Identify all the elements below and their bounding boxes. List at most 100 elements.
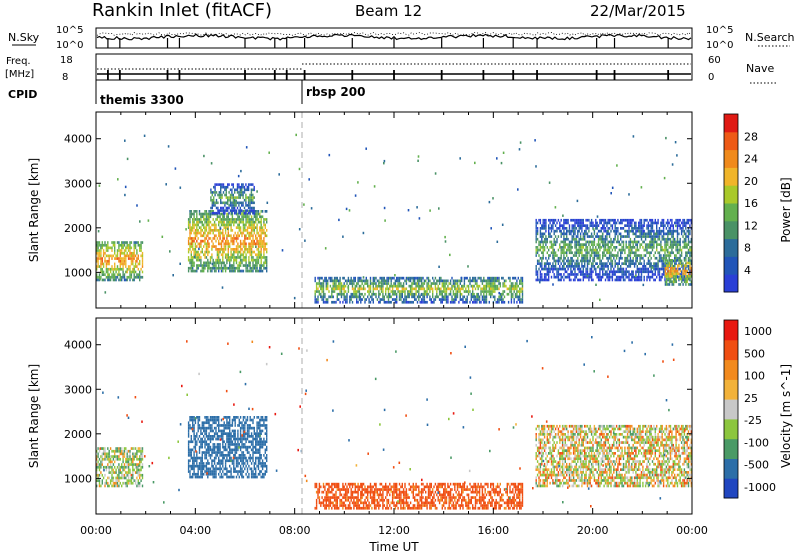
data-cell <box>224 193 226 197</box>
data-cell <box>201 220 203 224</box>
data-cell <box>243 211 246 215</box>
data-cell <box>614 248 616 252</box>
data-cell <box>192 229 194 232</box>
data-cell <box>608 270 611 274</box>
data-cell <box>376 287 379 291</box>
data-cell <box>194 269 197 273</box>
data-cell <box>114 484 116 488</box>
data-cell <box>683 259 686 262</box>
data-cell <box>674 237 676 241</box>
data-cell <box>390 295 392 299</box>
data-cell <box>238 226 240 229</box>
data-cell <box>127 243 130 247</box>
data-cell <box>572 278 575 282</box>
data-cell <box>125 457 127 461</box>
data-cell <box>329 276 332 280</box>
data-cell <box>222 253 224 257</box>
data-cell <box>197 258 199 262</box>
data-cell <box>107 447 109 450</box>
data-cell <box>606 224 608 227</box>
data-cell <box>678 243 680 246</box>
data-cell <box>667 232 669 236</box>
data-cell <box>686 265 688 268</box>
data-cell <box>662 262 665 265</box>
data-cell <box>215 269 217 273</box>
data-cell <box>640 278 643 282</box>
data-cell <box>263 261 265 265</box>
data-cell <box>331 276 333 280</box>
data-cell <box>372 292 374 296</box>
data-cell <box>218 211 220 215</box>
data-cell <box>570 265 572 268</box>
data-cell <box>118 241 120 244</box>
data-cell <box>662 232 665 236</box>
data-cell <box>221 185 223 189</box>
data-cell <box>465 287 467 291</box>
data-cell <box>666 264 668 267</box>
data-cell <box>670 280 672 284</box>
data-cell <box>136 265 138 268</box>
data-cell <box>314 290 316 293</box>
data-cell <box>548 275 550 279</box>
data-cell <box>342 284 344 288</box>
data-cell <box>600 237 602 241</box>
data-cell <box>253 185 255 189</box>
data-cell <box>250 215 253 219</box>
data-cell <box>452 279 455 283</box>
data-cell <box>585 270 587 274</box>
data-cell <box>653 232 655 236</box>
data-cell <box>581 259 583 263</box>
data-cell <box>678 232 680 236</box>
data-cell <box>542 232 544 236</box>
data-cell <box>208 226 210 229</box>
data-cell <box>586 273 589 276</box>
data-cell <box>602 227 604 230</box>
data-cell <box>621 275 623 279</box>
data-cell <box>220 239 223 243</box>
data-cell <box>601 232 604 236</box>
data-cell <box>231 211 233 215</box>
data-cell <box>599 273 601 276</box>
data-cell <box>241 201 243 205</box>
data-cell <box>104 241 106 244</box>
data-cell <box>190 253 192 257</box>
data-cell <box>436 290 438 293</box>
data-cell <box>595 227 597 230</box>
data-cell <box>229 256 231 259</box>
data-cell <box>119 251 121 255</box>
data-cell <box>687 237 690 241</box>
data-cell <box>647 256 650 260</box>
data-cell <box>498 276 500 280</box>
data-cell <box>501 300 503 304</box>
data-cell <box>668 232 670 236</box>
data-cell <box>174 167 177 170</box>
data-cell <box>671 248 673 252</box>
data-cell <box>266 269 268 273</box>
data-cell <box>608 240 611 244</box>
data-cell <box>257 250 260 254</box>
data-cell <box>402 290 405 293</box>
data-cell <box>104 259 106 263</box>
data-cell <box>126 455 128 458</box>
data-cell <box>490 276 492 280</box>
data-cell <box>548 262 550 265</box>
data-cell <box>116 275 119 279</box>
data-cell <box>492 287 495 291</box>
data-cell <box>635 262 637 265</box>
data-cell <box>194 253 197 257</box>
data-cell <box>350 295 352 299</box>
data-cell <box>256 226 258 229</box>
data-cell <box>101 460 103 464</box>
data-cell <box>187 462 190 465</box>
data-cell <box>104 243 106 247</box>
data-cell <box>674 259 676 262</box>
data-cell <box>235 220 238 224</box>
data-cell <box>224 185 226 189</box>
data-cell <box>674 221 676 225</box>
data-cell <box>603 224 605 227</box>
data-cell <box>490 282 492 285</box>
data-cell <box>239 242 242 246</box>
data-cell <box>570 229 572 233</box>
data-cell <box>228 191 230 194</box>
data-cell <box>246 196 248 199</box>
